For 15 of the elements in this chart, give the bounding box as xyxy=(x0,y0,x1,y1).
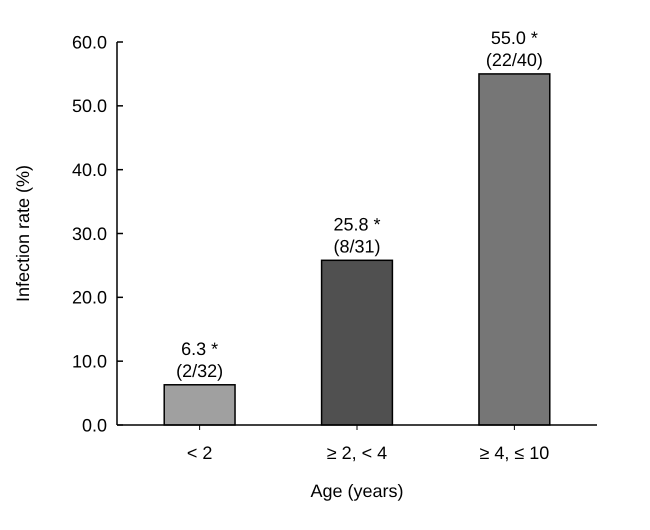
x-tick-label: ≥ 2, < 4 xyxy=(326,443,388,463)
y-tick-label: 10.0 xyxy=(72,351,107,372)
x-tick-label: < 2 xyxy=(186,443,212,463)
x-tick-label: ≥ 4, ≤ 10 xyxy=(479,443,550,463)
data-label: 55.0 * (22/40) xyxy=(486,28,543,70)
y-tick-label: 0.0 xyxy=(82,415,107,436)
y-axis-title: Infection rate (%) xyxy=(13,164,33,302)
y-tick-label: 50.0 xyxy=(72,96,107,116)
x-axis-title: Age (years) xyxy=(310,481,404,501)
y-tick-label: 40.0 xyxy=(72,160,107,180)
y-tick-label: 60.0 xyxy=(72,32,107,52)
y-tick-label: 20.0 xyxy=(72,288,107,308)
data-label: 25.8 * (8/31) xyxy=(333,214,381,256)
y-tick-label: 30.0 xyxy=(72,224,107,244)
data-label: 6.3 * (2/32) xyxy=(176,338,224,381)
